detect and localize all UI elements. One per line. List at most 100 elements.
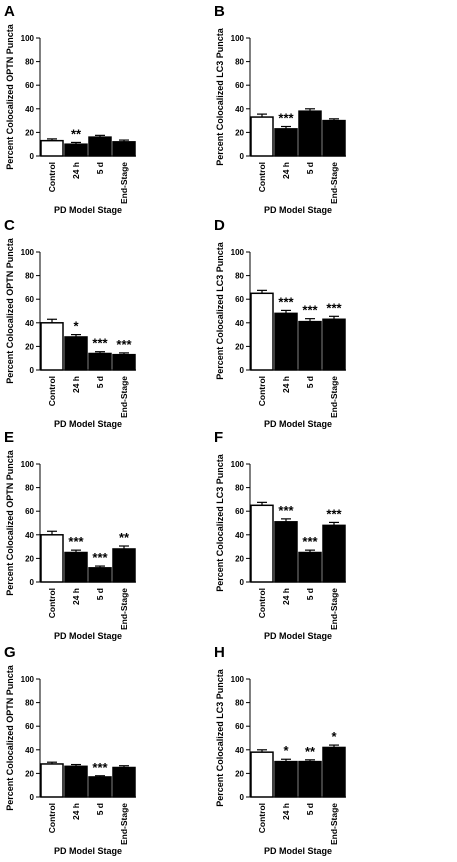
y-tick-label: 60 — [235, 81, 244, 90]
y-axis-label: Percent Colocalized LC3 Puncta — [215, 241, 225, 380]
bar-5-d — [298, 760, 322, 798]
y-tick-label: 40 — [235, 105, 244, 114]
x-axis-label: PD Model Stage — [264, 419, 332, 429]
significance-marker: *** — [278, 111, 294, 126]
y-tick-label: 40 — [25, 105, 34, 114]
y-tick-label: 80 — [25, 272, 34, 281]
y-tick-label: 40 — [25, 531, 34, 540]
panel-letter: B — [214, 3, 225, 20]
y-axis-label: Percent Colocalized LC3 Puncta — [215, 453, 225, 592]
x-tick-label: End-Stage — [119, 588, 129, 630]
bar-end-stage — [112, 548, 136, 583]
bar-5-d — [298, 320, 322, 371]
y-tick-label: 60 — [235, 507, 244, 516]
x-axis-label: PD Model Stage — [54, 419, 122, 429]
y-tick-label: 100 — [231, 248, 245, 257]
significance-marker: *** — [116, 337, 132, 352]
y-axis-label: Percent Colocalized LC3 Puncta — [215, 27, 225, 166]
x-tick-label: Control — [257, 162, 267, 192]
x-tick-label: End-Stage — [119, 162, 129, 204]
bar-control — [40, 139, 64, 157]
significance-marker: ** — [71, 126, 82, 141]
bar-control — [40, 763, 64, 798]
y-tick-label: 100 — [21, 34, 35, 43]
y-tick-label: 0 — [30, 152, 35, 161]
significance-marker: * — [283, 743, 289, 758]
y-tick-label: 0 — [240, 152, 245, 161]
y-tick-label: 60 — [25, 722, 34, 731]
significance-marker: *** — [92, 550, 108, 565]
bar-24-h — [64, 143, 88, 157]
panel-letter: A — [4, 3, 15, 20]
panel-f: F 0 20 40 60 80 100 Percent Colocalized LC3 Pun… — [214, 429, 346, 641]
panel-e: E 0 20 40 60 80 100 Percent Colocalized OPTN Pu… — [4, 429, 136, 641]
y-tick-label: 80 — [25, 699, 34, 708]
significance-marker: *** — [278, 294, 294, 309]
significance-marker: *** — [92, 336, 108, 351]
x-tick-label: Control — [257, 376, 267, 406]
bar-end-stage — [112, 353, 136, 371]
significance-marker: *** — [326, 300, 342, 315]
panel-b: B 0 20 40 60 80 100 Percent Colocalized LC3 Pun… — [214, 3, 346, 215]
significance-marker: *** — [278, 503, 294, 518]
y-tick-label: 60 — [25, 507, 34, 516]
bar-5-d — [88, 136, 112, 157]
x-tick-label: End-Stage — [119, 376, 129, 418]
panel-letter: C — [4, 217, 15, 234]
y-tick-label: 40 — [235, 531, 244, 540]
y-tick-label: 80 — [25, 58, 34, 67]
y-tick-label: 80 — [235, 58, 244, 67]
y-axis-label: Percent Colocalized LC3 Puncta — [215, 668, 225, 807]
x-tick-label: End-Stage — [119, 803, 129, 845]
panel-h: H 0 20 40 60 80 100 Percent Colocalized LC3 Pun… — [214, 644, 346, 856]
panel-letter: E — [4, 429, 14, 446]
y-tick-label: 100 — [21, 675, 35, 684]
bar-5-d — [88, 567, 112, 583]
bar-24-h — [274, 128, 298, 157]
y-tick-label: 80 — [235, 272, 244, 281]
bar-24-h — [64, 765, 88, 798]
bar-24-h — [274, 521, 298, 583]
x-tick-label: Control — [47, 588, 57, 618]
bar-5-d — [88, 776, 112, 798]
x-tick-label: End-Stage — [329, 588, 339, 630]
x-tick-label: End-Stage — [329, 162, 339, 204]
panel-c: C 0 20 40 60 80 100 Percent Colocalized OPTN Pu… — [4, 217, 136, 429]
y-tick-label: 0 — [240, 366, 245, 375]
x-tick-label: 5 d — [305, 588, 315, 600]
bar-control — [250, 116, 274, 157]
panel-d: D 0 20 40 60 80 100 Percent Colocalized LC3 Pun… — [214, 217, 346, 429]
bar-24-h — [64, 336, 88, 371]
x-tick-label: End-Stage — [329, 376, 339, 418]
significance-marker: *** — [68, 534, 84, 549]
significance-marker: * — [73, 319, 79, 334]
y-tick-label: 20 — [235, 342, 244, 351]
panel-g: G 0 20 40 60 80 100 Percent Colocalized OPTN Pu… — [4, 644, 136, 856]
x-tick-label: 5 d — [305, 162, 315, 174]
y-tick-label: 40 — [235, 746, 244, 755]
y-axis-label: Percent Colocalized OPTN Puncta — [5, 23, 15, 170]
y-tick-label: 100 — [21, 460, 35, 469]
bar-end-stage — [322, 746, 346, 798]
x-axis-label: PD Model Stage — [54, 846, 122, 856]
x-tick-label: Control — [47, 803, 57, 833]
y-tick-label: 20 — [235, 554, 244, 563]
x-tick-label: 24 h — [71, 803, 81, 820]
panel-letter: F — [214, 429, 223, 446]
y-tick-label: 20 — [235, 128, 244, 137]
x-tick-label: 5 d — [305, 376, 315, 388]
panel-letter: H — [214, 644, 225, 661]
y-tick-label: 20 — [235, 769, 244, 778]
y-tick-label: 40 — [235, 319, 244, 328]
x-axis-label: PD Model Stage — [54, 631, 122, 641]
x-tick-label: 5 d — [305, 803, 315, 815]
significance-marker: *** — [302, 303, 318, 318]
y-tick-label: 60 — [25, 295, 34, 304]
bar-5-d — [298, 551, 322, 583]
bar-end-stage — [322, 524, 346, 583]
y-axis-label: Percent Colocalized OPTN Puncta — [5, 664, 15, 811]
y-tick-label: 20 — [25, 342, 34, 351]
x-tick-label: 24 h — [71, 376, 81, 393]
bar-end-stage — [322, 318, 346, 371]
y-tick-label: 0 — [30, 578, 35, 587]
